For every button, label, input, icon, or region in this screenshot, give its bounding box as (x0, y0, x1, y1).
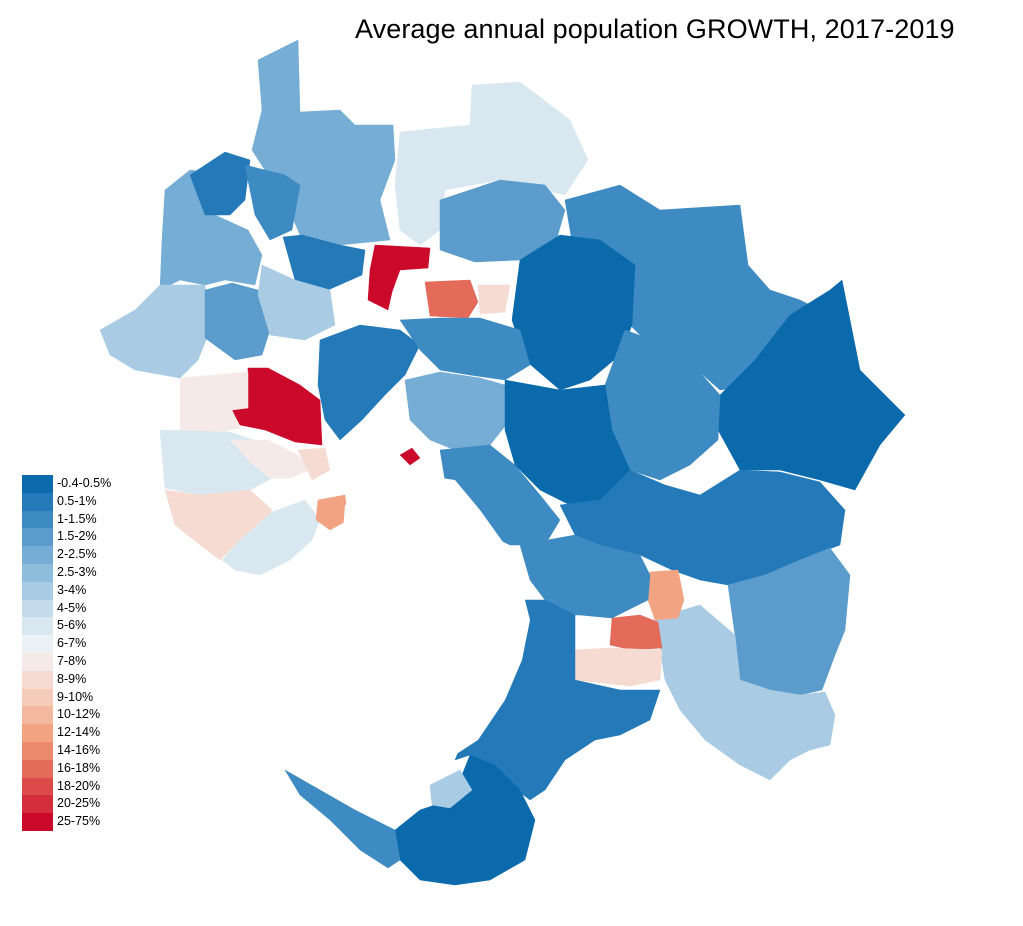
legend-swatch (22, 510, 53, 529)
port-phillip-bay (340, 475, 530, 760)
legend-item: 3-4% (22, 581, 111, 600)
region-red-docklands (399, 447, 421, 466)
legend-label: 3-4% (57, 582, 87, 597)
legend-swatch (22, 741, 53, 760)
legend-swatch (22, 688, 53, 707)
legend-swatch (22, 652, 53, 671)
region-nw-blue-b (244, 164, 301, 241)
legend-label: 25-75% (57, 814, 101, 829)
legend-item: -0.4-0.5% (22, 475, 111, 493)
region-east-large (717, 279, 906, 491)
legend-label: 1.5-2% (57, 529, 97, 544)
legend-swatch (22, 777, 53, 796)
legend-item: 8-9% (22, 670, 111, 689)
region-sw-nearwhite (179, 371, 249, 433)
legend-item: 5-6% (22, 617, 111, 636)
legend-item: 2-2.5% (22, 546, 111, 564)
region-salmon-east (647, 569, 685, 621)
legend-label: 0.5-1% (57, 493, 97, 508)
legend-swatch (22, 617, 53, 636)
legend-swatch (22, 795, 53, 814)
legend-swatch (22, 724, 53, 742)
legend-label: 20-25% (57, 796, 101, 811)
region-north-pale-b (257, 264, 336, 341)
legend-swatch (22, 492, 53, 511)
region-south-cluster (519, 534, 651, 619)
legend-label: 10-12% (57, 707, 101, 722)
legend-label: 2.5-3% (57, 564, 97, 579)
legend-swatch (22, 528, 53, 547)
legend-label: 4-5% (57, 600, 87, 615)
region-pale-red-north (477, 284, 511, 315)
legend-swatch (22, 635, 53, 653)
legend-label: 18-20% (57, 778, 101, 793)
legend-item: 1-1.5% (22, 510, 111, 529)
region-peninsula-pale (429, 769, 473, 809)
region-red-north (367, 244, 431, 311)
legend-item: 25-75% (22, 813, 111, 831)
region-wyndham-pale (229, 439, 311, 479)
legend-item: 4-5% (22, 599, 111, 618)
legend-swatch (22, 813, 53, 831)
legend-item: 0.5-1% (22, 492, 111, 511)
legend-swatch (22, 599, 53, 618)
region-inner-west (317, 324, 421, 441)
legend-swatch (22, 581, 53, 600)
legend-swatch (22, 759, 53, 778)
region-south-east-pale (654, 604, 836, 781)
legend-label: 1-1.5% (57, 511, 97, 526)
legend-item: 12-14% (22, 724, 111, 742)
region-nw-darkblue (189, 151, 251, 216)
legend-label: 6-7% (57, 636, 87, 651)
legend-label: 8-9% (57, 671, 87, 686)
map-title: Average annual population GROWTH, 2017-2… (355, 14, 955, 44)
legend-label: 9-10% (57, 689, 94, 704)
legend-label: 7-8% (57, 653, 87, 668)
legend-label: 16-18% (57, 760, 101, 775)
legend-swatch (22, 546, 53, 564)
region-palered-south (574, 647, 663, 687)
region-red-south (609, 614, 663, 651)
legend-swatch (22, 475, 53, 493)
legend-item: 7-8% (22, 652, 111, 671)
legend-swatch (22, 563, 53, 582)
legend-item: 1.5-2% (22, 528, 111, 547)
legend-item: 9-10% (22, 688, 111, 707)
legend-item: 14-16% (22, 741, 111, 760)
legend-label: 5-6% (57, 618, 87, 633)
region-inner-north (399, 317, 531, 381)
region-salmon-coast (315, 494, 349, 531)
legend-label: 14-16% (57, 742, 101, 757)
region-salmon-west (297, 447, 331, 481)
legend-item: 2.5-3% (22, 563, 111, 582)
legend-label: 12-14% (57, 725, 101, 740)
legend-item: 16-18% (22, 759, 111, 778)
legend-item: 18-20% (22, 777, 111, 796)
region-west-far (99, 284, 211, 379)
legend-swatch (22, 706, 53, 725)
legend-item: 10-12% (22, 706, 111, 725)
legend-item: 20-25% (22, 795, 111, 814)
region-sw-coast (221, 499, 321, 576)
legend: -0.4-0.5% 0.5-1% 1-1.5% 1.5-2% 2-2.5% 2.5-3% 3… (22, 475, 111, 831)
region-inner-central (404, 371, 511, 451)
legend-label: -0.4-0.5% (57, 476, 112, 490)
legend-label: 2-2.5% (57, 547, 97, 562)
legend-swatch (22, 670, 53, 689)
region-peninsula-west (284, 769, 401, 869)
legend-item: 6-7% (22, 635, 111, 653)
region-west-blue (204, 282, 271, 361)
region-salmon-north (424, 279, 479, 319)
